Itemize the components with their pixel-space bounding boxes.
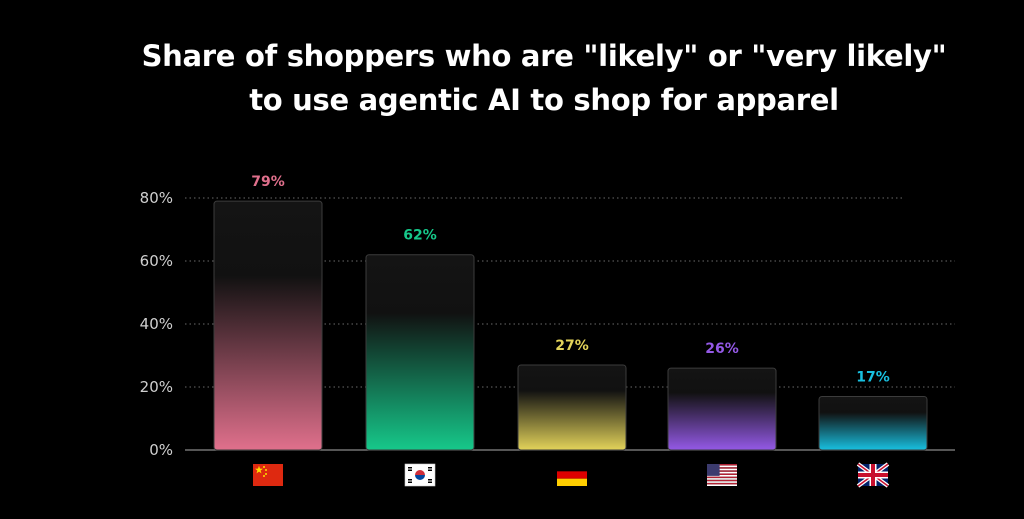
- data-label: 79%: [251, 174, 285, 190]
- flag-usa-icon: [707, 464, 737, 486]
- bar: [667, 367, 777, 451]
- flag-south-korea-icon: [404, 463, 436, 487]
- y-tick-label: 40%: [140, 315, 173, 333]
- y-tick-label: 60%: [140, 252, 173, 270]
- y-tick-label: 0%: [149, 441, 173, 459]
- bar: [818, 395, 928, 451]
- data-label: 17%: [856, 369, 890, 385]
- bar: [365, 254, 475, 451]
- y-tick-label: 20%: [140, 378, 173, 396]
- data-label: 26%: [705, 341, 739, 357]
- data-label: 62%: [403, 228, 437, 244]
- flag-china-icon: [253, 464, 283, 486]
- bar: [517, 364, 627, 451]
- flag-uk-icon: [856, 462, 890, 488]
- data-label: 27%: [555, 338, 589, 354]
- flag-germany-icon: [557, 464, 587, 486]
- chart-title-line-1: Share of shoppers who are "likely" or "v…: [141, 39, 947, 73]
- y-tick-label: 80%: [140, 189, 173, 207]
- chart-title: Share of shoppers who are "likely" or "v…: [0, 34, 1024, 122]
- bar: [213, 200, 323, 451]
- chart-title-line-2: to use agentic AI to shop for apparel: [249, 83, 839, 117]
